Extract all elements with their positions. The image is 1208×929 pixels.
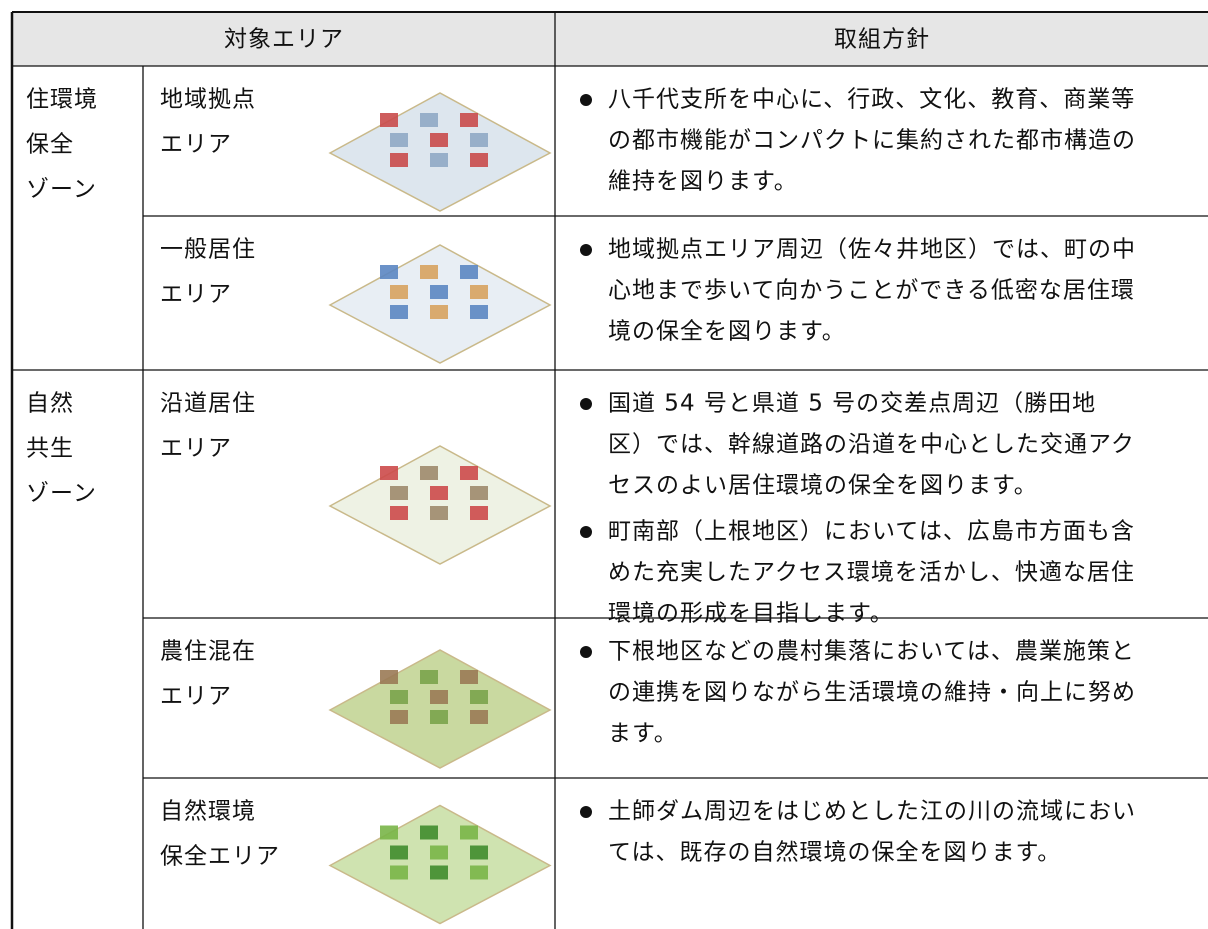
- bullet: [580, 244, 592, 256]
- header-cell: 取組方針: [834, 27, 930, 53]
- illustration-part: [470, 153, 488, 167]
- area-illustration: [328, 244, 552, 364]
- illustration-part: [390, 710, 408, 724]
- illustration-part: [390, 865, 408, 880]
- illustration-part: [460, 265, 478, 279]
- illustration-part: [380, 670, 398, 684]
- illustration-part: [470, 305, 488, 319]
- bullet: [580, 94, 592, 106]
- policy-text: の連携を図りながら生活環境の維持・向上に努め: [608, 680, 1136, 706]
- area-name: 農住混在: [160, 639, 256, 665]
- illustration-part: [430, 285, 448, 299]
- policy-text: めた充実したアクセス環境を活かし、快適な居住: [608, 560, 1135, 586]
- illustration-part: [390, 153, 408, 167]
- illustration-part: [470, 845, 488, 860]
- illustration-part: [430, 506, 448, 520]
- policy-text: 区）では、幹線道路の沿道を中心とした交通アク: [608, 432, 1135, 458]
- area-illustration: [328, 804, 552, 925]
- illustration-part: [470, 285, 488, 299]
- illustration-part: [430, 305, 448, 319]
- area-name: 自然環境: [160, 799, 256, 825]
- illustration-part: [420, 825, 438, 840]
- policy-text: 維持を図ります。: [608, 169, 798, 195]
- area-name: 地域拠点: [160, 87, 256, 113]
- illustration-part: [328, 804, 552, 925]
- policy-text: 境の保全を図ります。: [608, 319, 846, 345]
- illustration-part: [470, 133, 488, 147]
- illustration-part: [420, 670, 438, 684]
- header-background: [12, 12, 1208, 66]
- illustration-part: [460, 466, 478, 480]
- bullet: [580, 646, 592, 658]
- zone-label: 住環境: [26, 87, 98, 113]
- area-name: エリア: [160, 436, 232, 462]
- zone-label: 自然: [26, 391, 74, 417]
- illustration-part: [390, 486, 408, 500]
- illustration-part: [420, 113, 438, 127]
- bullet: [580, 526, 592, 538]
- area-name: 一般居住: [160, 237, 256, 263]
- illustration-part: [460, 670, 478, 684]
- area-name: エリア: [160, 684, 232, 710]
- illustration-part: [390, 845, 408, 860]
- illustration-part: [430, 486, 448, 500]
- area-name: エリア: [160, 132, 232, 158]
- policy-text: の都市機能がコンパクトに集約された都市構造の: [608, 128, 1136, 154]
- policy-text: 町南部（上根地区）においては、広島市方面も含: [608, 519, 1135, 545]
- area-name: 沿道居住: [160, 391, 256, 417]
- policy-text: ます。: [608, 721, 678, 747]
- policy-text: ては、既存の自然環境の保全を図ります。: [608, 840, 1061, 866]
- illustration-part: [430, 865, 448, 880]
- zone-label: ゾーン: [26, 481, 97, 507]
- policy-text: 心地まで歩いて向かうことができる低密な居住環: [608, 278, 1135, 304]
- illustration-part: [328, 92, 552, 212]
- illustration-part: [430, 690, 448, 704]
- illustration-part: [470, 506, 488, 520]
- illustration-part: [380, 466, 398, 480]
- policy-text: 八千代支所を中心に、行政、文化、教育、商業等: [608, 87, 1135, 113]
- area-name: 保全エリア: [160, 844, 280, 870]
- policy-text: 土師ダム周辺をはじめとした江の川の流域におい: [608, 799, 1136, 825]
- policy-text: 下根地区などの農村集落においては、農業施策と: [608, 639, 1135, 665]
- illustration-part: [380, 265, 398, 279]
- illustration-part: [460, 825, 478, 840]
- illustration-part: [420, 466, 438, 480]
- header-cell: 対象エリア: [224, 27, 344, 53]
- policy-text: 国道 54 号と県道 5 号の交差点周辺（勝田地: [608, 391, 1096, 417]
- bullet: [580, 398, 592, 410]
- zone-label: 保全: [26, 132, 74, 158]
- illustration-part: [420, 265, 438, 279]
- illustration-part: [380, 113, 398, 127]
- zone-label: 共生: [26, 436, 74, 462]
- illustration-part: [328, 649, 552, 769]
- area-illustration: [328, 92, 552, 212]
- illustration-part: [470, 486, 488, 500]
- illustration-part: [390, 506, 408, 520]
- area-illustration: [328, 649, 552, 769]
- zone-label: ゾーン: [26, 177, 97, 203]
- illustration-part: [390, 133, 408, 147]
- bullet: [580, 806, 592, 818]
- area-name: エリア: [160, 282, 232, 308]
- illustration-part: [460, 113, 478, 127]
- policy-text: 環境の形成を目指します。: [608, 601, 894, 627]
- illustration-part: [430, 153, 448, 167]
- policy-text: セスのよい居住環境の保全を図ります。: [608, 473, 1038, 499]
- illustration-part: [390, 690, 408, 704]
- illustration-part: [470, 690, 488, 704]
- illustration-part: [390, 285, 408, 299]
- illustration-part: [390, 305, 408, 319]
- illustration-part: [470, 710, 488, 724]
- illustration-part: [430, 845, 448, 860]
- illustration-part: [430, 133, 448, 147]
- illustration-part: [470, 865, 488, 880]
- illustration-part: [430, 710, 448, 724]
- illustration-part: [328, 445, 552, 565]
- illustration-part: [380, 825, 398, 840]
- illustration-part: [328, 244, 552, 364]
- area-illustration: [328, 445, 552, 565]
- policy-text: 地域拠点エリア周辺（佐々井地区）では、町の中: [608, 237, 1136, 263]
